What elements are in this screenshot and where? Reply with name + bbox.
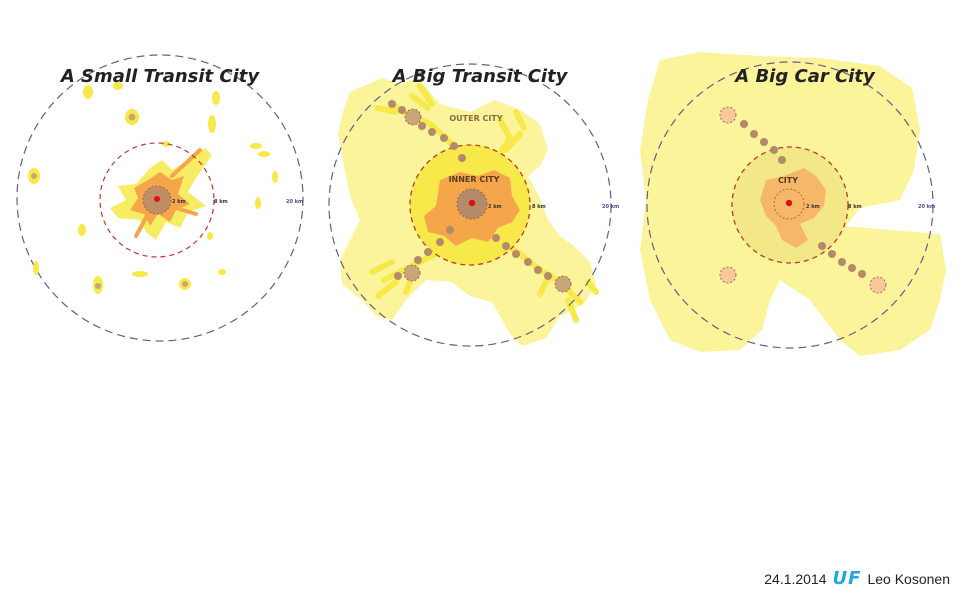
panel-title: A Big Transit City [391, 66, 569, 87]
distance-label-20km: 20 km [602, 204, 619, 210]
panel-title: A Small Transit City [59, 66, 261, 87]
inner-city-label: INNER CITY [449, 175, 500, 184]
sub-centres [403, 108, 572, 293]
distance-label-8km: 8 km [214, 199, 228, 205]
panel-big-transit-city: A Big Transit City OUTER CITY INNER CITY… [328, 63, 619, 347]
sub-centres [719, 106, 887, 294]
city-label: CITY [778, 176, 798, 185]
city-center-dot [154, 196, 160, 202]
distance-label-2km: 2 km [172, 199, 186, 205]
distance-label-2km: 2 km [488, 204, 502, 210]
uf-logo: UF [832, 568, 862, 589]
footer-date: 24.1.2014 [764, 571, 827, 587]
distance-label-8km: 8 km [532, 204, 546, 210]
distance-label-20km: 20 km [286, 199, 303, 205]
panel-big-car-city: A Big Car City CITY 2 km 8 km 20 km [640, 52, 946, 356]
road-nodes [740, 120, 866, 278]
distance-label-2km: 2 km [806, 204, 820, 210]
outer-ring-20km [328, 63, 612, 347]
slide-footer: 24.1.2014 UF Leo Kosonen [764, 568, 950, 589]
panel-title: A Big Car City [733, 66, 876, 87]
distance-label-8km: 8 km [848, 204, 862, 210]
city-center-dot [785, 199, 793, 207]
inner-ring-8km [99, 142, 215, 258]
satellite-nodes [31, 113, 188, 289]
city-structure-diagram: A Small Transit City 2 km 8 km 20 km [16, 52, 946, 356]
transit-stations [388, 100, 552, 280]
outer-ring-20km [646, 61, 934, 349]
transit-corridor [134, 148, 202, 238]
footer-author: Leo Kosonen [867, 571, 950, 587]
distance-label-20km: 20 km [918, 204, 935, 210]
outer-ring-20km [16, 54, 304, 342]
city-center-dot [468, 199, 476, 207]
outer-city-label: OUTER CITY [449, 114, 502, 123]
panel-small-transit-city: A Small Transit City 2 km 8 km 20 km [16, 54, 304, 342]
